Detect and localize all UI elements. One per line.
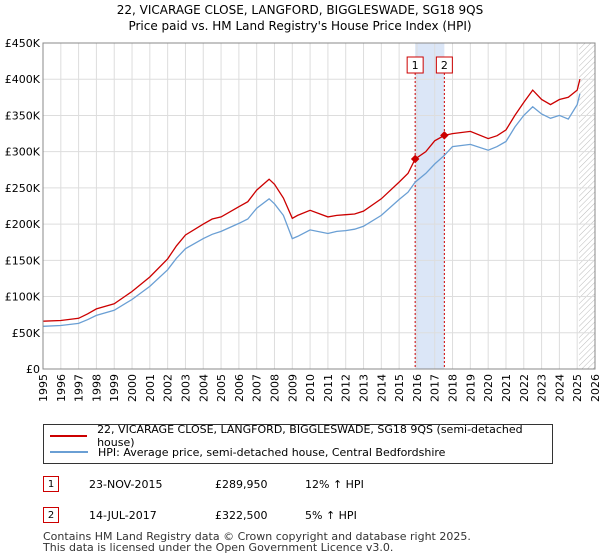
plot-background: [43, 43, 595, 369]
chart-legend: 22, VICARAGE CLOSE, LANGFORD, BIGGLESWAD…: [43, 423, 553, 464]
x-tick-label: 2020: [482, 374, 495, 402]
x-tick-label: 2006: [233, 374, 246, 402]
x-tick-label: 2003: [179, 374, 192, 402]
x-tick-label: 2021: [500, 374, 513, 402]
x-tick-label: 2013: [358, 374, 371, 402]
x-tick-label: 2004: [197, 374, 210, 402]
transaction-hpi-delta: 5% ↑ HPI: [305, 509, 357, 522]
footer-line-2: This data is licensed under the Open Gov…: [43, 541, 394, 554]
y-tick-label: £400K: [5, 73, 41, 86]
x-tick-label: 2023: [536, 374, 549, 402]
transaction-row: 2 14-JUL-2017 £322,500 5% ↑ HPI: [43, 505, 563, 527]
x-tick-label: 2026: [589, 374, 600, 402]
y-tick-label: £100K: [5, 291, 41, 304]
x-tick-label: 2025: [571, 374, 584, 402]
transaction-date: 14-JUL-2017: [89, 509, 157, 522]
price-chart: 22, VICARAGE CLOSE, LANGFORD, BIGGLESWAD…: [5, 3, 600, 402]
footer-line-1: Contains HM Land Registry data © Crown c…: [43, 530, 471, 543]
x-tick-label: 1997: [73, 374, 86, 402]
x-tick-label: 2010: [304, 374, 317, 402]
transaction-badge: 2: [43, 507, 59, 523]
chart-title-line2: Price paid vs. HM Land Registry's House …: [128, 19, 471, 33]
x-tick-label: 2018: [447, 374, 460, 402]
sale-point: [440, 131, 449, 140]
x-tick-label: 2011: [322, 374, 335, 402]
sale-label: 1: [412, 59, 419, 72]
y-tick-label: £150K: [5, 254, 41, 267]
property-series-line: [43, 79, 581, 322]
sale-point: [410, 154, 420, 164]
transaction-badge: 1: [43, 476, 59, 492]
x-tick-label: 2015: [393, 374, 406, 402]
x-tick-label: 2017: [429, 374, 442, 402]
x-tick-label: 2019: [464, 374, 477, 402]
x-tick-label: 2002: [162, 374, 175, 402]
y-tick-label: £300K: [5, 146, 41, 159]
x-tick-label: 2005: [215, 374, 228, 402]
footer-attribution: Contains HM Land Registry data © Crown c…: [43, 531, 471, 553]
forecast-hatch-region: [578, 43, 595, 369]
transaction-date: 23-NOV-2015: [89, 478, 163, 491]
sale-label: 2: [441, 59, 448, 72]
legend-swatch-hpi: [50, 451, 88, 453]
x-tick-label: 2008: [268, 374, 281, 402]
sale-label-box: [406, 56, 424, 74]
y-tick-label: £250K: [5, 182, 41, 195]
transaction-hpi-delta: 12% ↑ HPI: [305, 478, 364, 491]
x-tick-label: 2012: [340, 374, 353, 402]
transaction-price: £289,950: [215, 478, 268, 491]
x-tick-label: 2000: [126, 374, 139, 402]
x-tick-label: 2009: [286, 374, 299, 402]
y-tick-label: £50K: [12, 327, 41, 340]
y-tick-label: £200K: [5, 218, 41, 231]
x-tick-label: 2001: [144, 374, 157, 402]
legend-label-property: 22, VICARAGE CLOSE, LANGFORD, BIGGLESWAD…: [97, 423, 523, 449]
x-tick-label: 1999: [108, 374, 121, 402]
y-tick-label: £0: [26, 363, 40, 376]
x-tick-label: 2022: [518, 374, 531, 402]
hpi-series-line: [43, 93, 581, 327]
legend-label-hpi: HPI: Average price, semi-detached house,…: [98, 445, 446, 459]
x-tick-label: 2024: [553, 374, 566, 402]
x-tick-label: 2016: [411, 374, 424, 402]
legend-item-hpi: HPI: Average price, semi-detached house,…: [50, 444, 445, 460]
chart-title-line1: 22, VICARAGE CLOSE, LANGFORD, BIGGLESWAD…: [117, 3, 484, 17]
x-tick-label: 2014: [375, 374, 388, 402]
x-tick-label: 1996: [55, 374, 68, 402]
x-tick-label: 1998: [90, 374, 103, 402]
sale-label-box: [435, 56, 453, 74]
sale-period-band: [415, 43, 445, 369]
legend-swatch-property: [50, 435, 88, 437]
legend-item-property: 22, VICARAGE CLOSE, LANGFORD, BIGGLESWAD…: [50, 423, 552, 449]
x-tick-label: 2007: [251, 374, 264, 402]
plot-frame: [42, 42, 596, 370]
y-tick-label: £350K: [5, 109, 41, 122]
x-tick-label: 1995: [37, 374, 50, 402]
y-tick-label: £450K: [5, 37, 41, 50]
transaction-row: 1 23-NOV-2015 £289,950 12% ↑ HPI: [43, 474, 563, 496]
transaction-price: £322,500: [215, 509, 268, 522]
